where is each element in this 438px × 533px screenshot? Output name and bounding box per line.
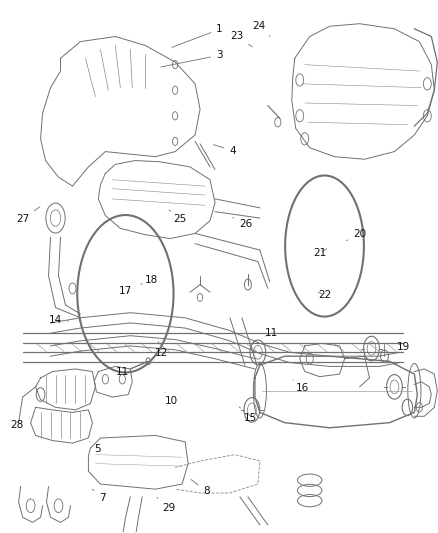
Text: 8: 8 (191, 480, 209, 496)
Text: 28: 28 (11, 418, 29, 430)
Text: 4: 4 (213, 144, 235, 156)
Text: 3: 3 (161, 50, 223, 67)
Text: 17: 17 (119, 286, 132, 296)
Text: 14: 14 (49, 314, 68, 325)
Text: 22: 22 (317, 290, 330, 300)
Text: 25: 25 (169, 210, 186, 224)
Text: 23: 23 (230, 31, 252, 47)
Text: 5: 5 (89, 441, 101, 454)
Text: 1: 1 (171, 25, 223, 47)
Text: 10: 10 (164, 393, 177, 406)
Text: 16: 16 (292, 379, 308, 393)
Text: 21: 21 (313, 248, 326, 258)
Text: 27: 27 (16, 207, 40, 224)
Text: 19: 19 (396, 342, 409, 352)
Text: 24: 24 (252, 21, 269, 36)
Text: 18: 18 (141, 275, 158, 285)
Text: 12: 12 (155, 342, 168, 358)
Text: 7: 7 (92, 489, 105, 503)
Text: 15: 15 (239, 407, 256, 423)
Text: 11: 11 (116, 366, 132, 377)
Text: 26: 26 (232, 217, 252, 229)
Text: 11: 11 (264, 328, 277, 338)
Text: 20: 20 (346, 229, 365, 240)
Text: 29: 29 (156, 497, 175, 513)
